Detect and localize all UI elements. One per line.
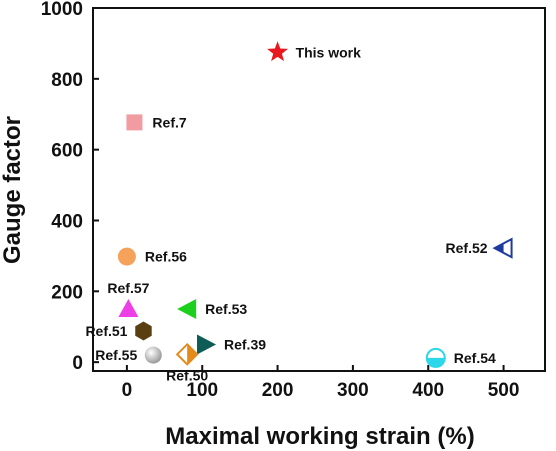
data-point-label: Ref.54 <box>454 350 496 366</box>
data-point-ref-51 <box>135 321 152 341</box>
data-point-ref-7 <box>126 114 143 131</box>
x-tick-label: 0 <box>122 380 133 401</box>
data-point-label: Ref.53 <box>205 301 247 317</box>
x-tick-label: 400 <box>412 380 444 401</box>
data-point-label: Ref.56 <box>145 249 187 265</box>
data-point-ref-56 <box>117 247 136 266</box>
data-points: This work Ref.7 Ref.56 Ref.52 Ref.57 Ref.53 Re… <box>85 41 513 383</box>
data-point-label: Ref.51 <box>85 323 127 339</box>
axis-ticks: 0 100 200 300 400 500 0 200 400 600 800 1000 <box>41 0 520 401</box>
y-tick-label: 200 <box>51 282 83 303</box>
data-point-label: Ref.57 <box>107 280 149 296</box>
data-point-label: Ref.52 <box>446 240 488 256</box>
x-tick-label: 300 <box>337 380 369 401</box>
y-tick-label: 600 <box>51 141 83 162</box>
x-axis-title: Maximal working strain (%) <box>165 423 474 450</box>
plot-frame <box>92 7 546 372</box>
data-point-ref-52 <box>492 237 513 259</box>
data-point-label: Ref.50 <box>166 367 208 383</box>
data-point-ref-55 <box>144 346 162 364</box>
data-point-ref-39 <box>197 334 216 355</box>
y-tick-label: 0 <box>72 353 83 374</box>
data-point-label: This work <box>296 44 362 60</box>
y-axis-title: Gauge factor <box>0 116 26 264</box>
data-point-ref-50 <box>175 342 199 366</box>
data-point-label: Ref.39 <box>224 336 266 352</box>
data-point-this-work <box>267 41 289 62</box>
data-point-label: Ref.7 <box>152 114 186 130</box>
data-point-label: Ref.55 <box>95 347 137 363</box>
data-point-ref-57 <box>118 299 139 318</box>
data-point-ref-53 <box>177 299 197 320</box>
data-point-ref-54 <box>425 347 446 368</box>
x-tick-label: 200 <box>262 380 294 401</box>
x-tick-label: 100 <box>186 380 218 401</box>
x-tick-label: 500 <box>488 380 520 401</box>
y-tick-label: 1000 <box>41 0 83 20</box>
y-tick-label: 800 <box>51 70 83 91</box>
y-tick-label: 400 <box>51 211 83 232</box>
